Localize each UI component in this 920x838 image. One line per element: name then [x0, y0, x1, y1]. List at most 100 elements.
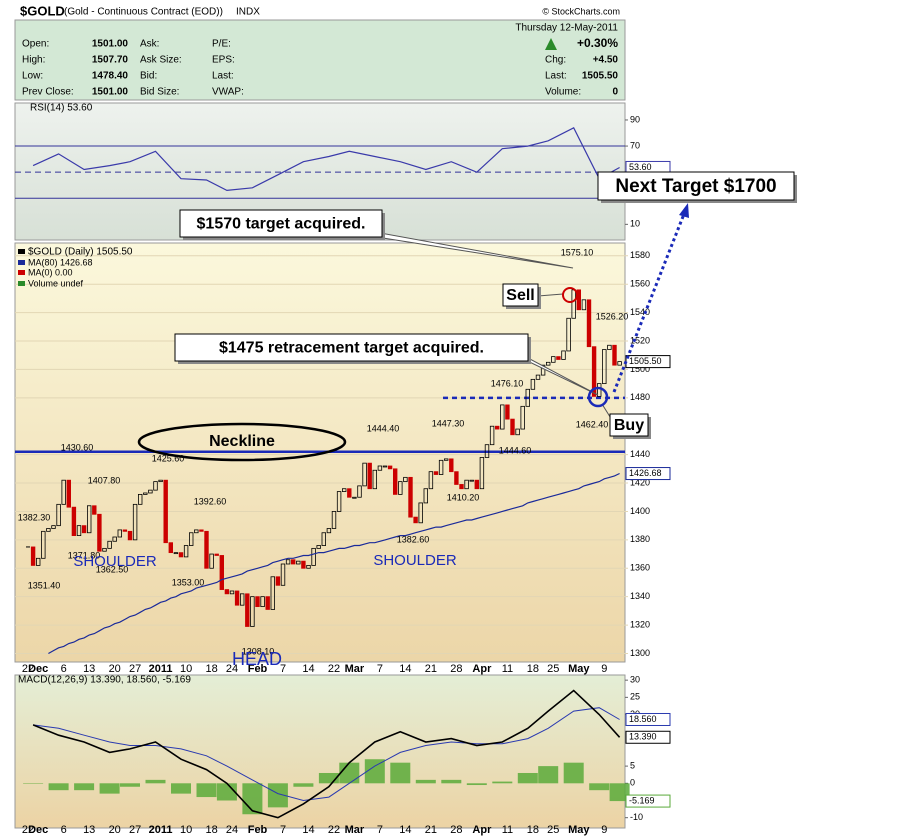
- candle: [127, 530, 133, 541]
- point-label: 1430.60: [61, 442, 94, 452]
- x-tick-label: 14: [302, 663, 314, 675]
- candle: [362, 462, 367, 487]
- histogram-bar: [120, 783, 140, 787]
- point-label: 1392.60: [194, 496, 227, 506]
- macd-line: [33, 707, 620, 802]
- candle: [474, 479, 479, 490]
- value-tag-label: 1505.50: [629, 356, 662, 366]
- histogram-bar: [318, 772, 339, 784]
- histogram-bar: [364, 759, 385, 784]
- header-box: [14, 19, 626, 101]
- candle: [454, 471, 459, 485]
- x-tick-label: 9: [601, 824, 607, 836]
- field-label: EPS:: [212, 55, 235, 66]
- histogram-bar: [441, 779, 462, 784]
- next-target-callout-box: [597, 171, 795, 201]
- retracement-callout-box: [174, 333, 529, 362]
- field-value: 1507.70: [92, 55, 129, 66]
- histogram-bar: [538, 766, 559, 784]
- candle: [617, 361, 622, 366]
- quote-value: 1505.50: [582, 71, 619, 82]
- legend-label: MA(80) 1426.68: [28, 257, 93, 267]
- sell-pointer: [537, 293, 564, 297]
- x-tick-label: 25: [547, 824, 559, 836]
- x-tick-label: 22: [22, 824, 34, 836]
- candle: [285, 559, 291, 565]
- candle: [290, 559, 296, 565]
- legend-swatch: [18, 281, 25, 286]
- candle: [280, 563, 286, 586]
- candle: [525, 388, 530, 407]
- candle: [357, 485, 362, 498]
- candle: [178, 552, 184, 558]
- candle: [367, 462, 372, 490]
- point-label: 1353.00: [172, 577, 205, 587]
- x-tick-label: Mar: [345, 663, 365, 675]
- y-tick-label: 1340: [630, 591, 650, 601]
- target-callout: $1570 target acquired.: [197, 216, 366, 233]
- histogram-bar: [23, 783, 44, 784]
- candle: [336, 491, 342, 512]
- candle: [377, 465, 383, 471]
- histogram-bar: [145, 779, 166, 784]
- point-label: 1308.10: [242, 646, 275, 656]
- candle: [418, 502, 423, 524]
- sell-callout-box: [502, 283, 539, 307]
- candle: [546, 361, 551, 366]
- candle: [372, 469, 377, 490]
- candle: [551, 356, 556, 363]
- histogram-bar: [99, 783, 120, 794]
- description: (Gold - Continuous Contract (EOD)): [64, 7, 223, 18]
- candle: [489, 425, 495, 446]
- candle: [229, 590, 235, 595]
- x-tick-label: 28: [450, 663, 462, 675]
- field-label: Bid Size:: [140, 87, 179, 98]
- candle: [423, 488, 428, 504]
- x-tick-label: 27: [129, 663, 141, 675]
- histogram-bar: [563, 762, 584, 784]
- point-label: 1447.30: [432, 418, 465, 428]
- quote-value: 0: [612, 87, 618, 98]
- x-tick-label: 7: [280, 663, 286, 675]
- histogram-bar: [415, 779, 436, 784]
- candle: [234, 590, 240, 606]
- y-tick-label: 1440: [630, 449, 650, 459]
- sell-callout: Sell: [506, 287, 534, 304]
- candle: [510, 418, 515, 436]
- candle: [556, 356, 561, 360]
- field-label: Bid:: [140, 71, 157, 82]
- histogram-bar: [242, 783, 263, 815]
- y-tick-label: 25: [630, 692, 640, 702]
- candle: [117, 529, 122, 538]
- x-tick-label: 11: [502, 663, 513, 675]
- y-tick-label: 1520: [630, 335, 650, 345]
- y-tick-label: 1380: [630, 534, 650, 544]
- candle: [530, 378, 536, 390]
- x-tick-label: Feb: [248, 824, 268, 836]
- field-label: Ask Size:: [140, 55, 182, 66]
- point-label: 1407.80: [88, 475, 121, 485]
- candle: [326, 528, 332, 534]
- x-tick-label: 6: [61, 824, 67, 836]
- x-tick-label: 22: [328, 824, 340, 836]
- x-tick-label: 14: [302, 824, 314, 836]
- candle: [591, 346, 597, 397]
- field-label: P/E:: [212, 39, 231, 50]
- candle: [607, 344, 612, 350]
- candle: [301, 560, 306, 569]
- y-tick-label: 1580: [630, 250, 650, 260]
- candle: [566, 317, 571, 352]
- candle: [408, 476, 413, 518]
- quote-label: Last:: [545, 71, 567, 82]
- legend-swatch: [18, 270, 25, 275]
- x-tick-label: 18: [527, 824, 539, 836]
- candle: [66, 479, 71, 508]
- legend-label: MA(0) 0.00: [28, 267, 73, 277]
- point-label: 1371.80: [68, 550, 101, 560]
- candle: [76, 525, 82, 536]
- field-label: Open:: [22, 39, 49, 50]
- histogram-bar: [589, 783, 610, 791]
- retracement-callout: $1475 retracement target acquired.: [219, 340, 484, 357]
- x-tick-label: Dec: [28, 824, 48, 836]
- sell-marker: [562, 287, 578, 303]
